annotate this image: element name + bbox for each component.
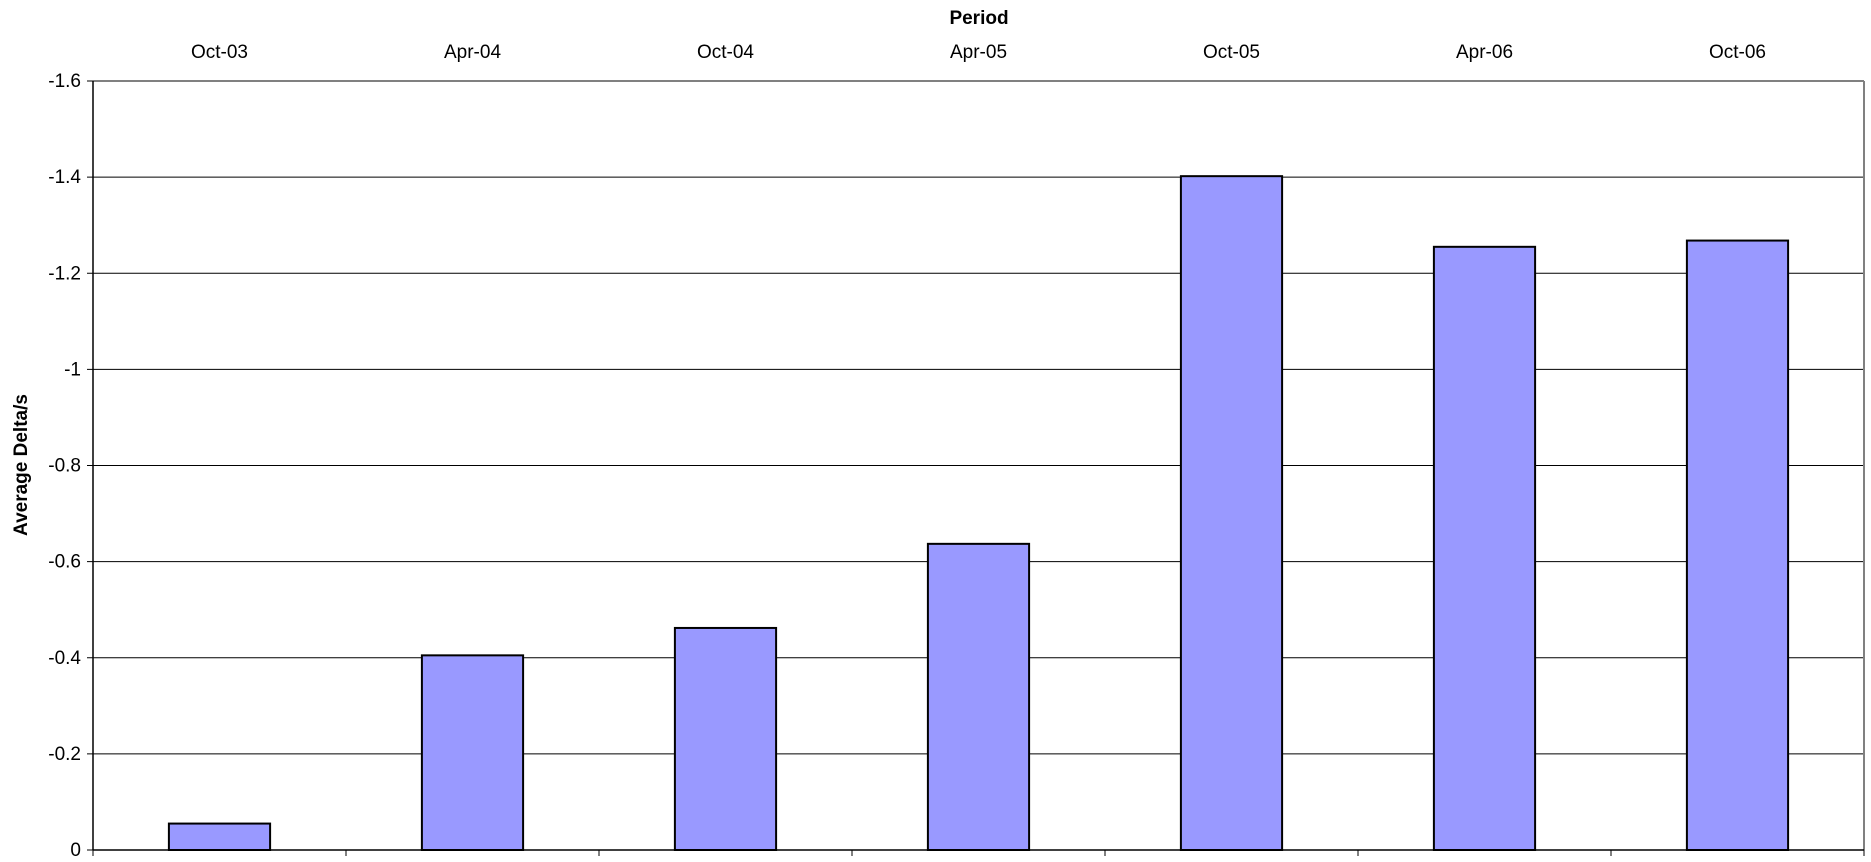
x-axis-title: Period [949, 8, 1008, 29]
y-tick-label: -0.6 [48, 552, 81, 573]
x-tick-label: Oct-06 [1709, 42, 1766, 63]
y-tick-label: -1.2 [48, 263, 81, 284]
y-tick-label: -0.2 [48, 744, 81, 765]
x-tick-label: Apr-05 [950, 42, 1007, 63]
bar-apr-04 [420, 654, 525, 851]
x-tick-label: Apr-04 [444, 42, 501, 63]
y-tick-label: 0 [70, 840, 81, 861]
y-tick-label: -1.4 [48, 167, 81, 188]
x-tick-label: Apr-06 [1456, 42, 1513, 63]
bar-oct-06 [1685, 239, 1790, 851]
bar-oct-03 [167, 822, 272, 851]
y-axis-title: Average Delta/s [11, 394, 32, 536]
bar-apr-06 [1432, 245, 1537, 852]
y-tick-label: -0.4 [48, 648, 81, 669]
bar-oct-04 [673, 626, 778, 851]
y-axis-ticks: 0 -0.2 -0.4 -0.6 -0.8 -1 -1.2 -1.4 -1.6 [48, 71, 93, 861]
y-tick-label: -0.8 [48, 456, 81, 477]
bar-apr-05 [926, 542, 1031, 851]
y-tick-label: -1.6 [48, 71, 81, 92]
x-tick-label: Oct-03 [191, 42, 248, 63]
x-tick-label: Oct-04 [697, 42, 754, 63]
axes [92, 80, 1865, 851]
x-axis-ticks: Oct-03 Apr-04 Oct-04 Apr-05 Oct-05 Apr-06 Oct-… [92, 42, 1865, 856]
bars [167, 175, 1790, 852]
bar-oct-05 [1179, 175, 1284, 851]
x-tick-label: Oct-05 [1203, 42, 1260, 63]
y-tick-label: -1 [64, 359, 81, 380]
